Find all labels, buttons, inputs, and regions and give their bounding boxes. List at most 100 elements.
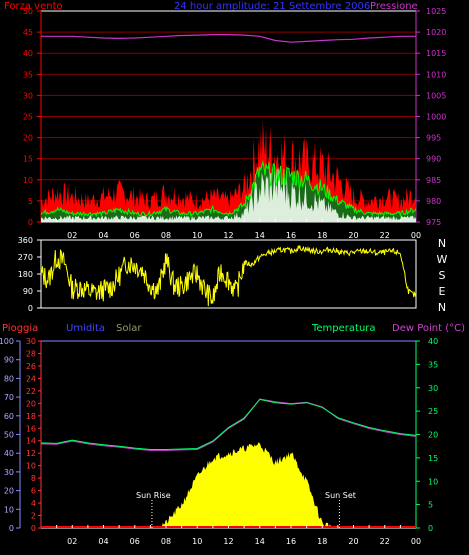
pressure-tick-label: 995	[426, 134, 441, 143]
temperature-hour-label: 02	[67, 537, 77, 546]
wind-hour-label: 12	[223, 231, 233, 240]
temperature-label: Temperatura	[311, 323, 376, 334]
wind-hour-ticks: 02 04 06 08 10 12 14 16 18 20 22 00	[56, 219, 421, 240]
wind-direction-series	[40, 245, 417, 307]
humidity-tick-label: 90	[4, 356, 14, 365]
pressure-series	[41, 34, 416, 43]
humidity-tick-label: 40	[4, 449, 14, 458]
wind-hour-label: 10	[192, 231, 202, 240]
wind-hour-label: 06	[130, 231, 140, 240]
pressure-tick-label: 1010	[426, 70, 446, 79]
pressure-tick-label: 985	[426, 176, 441, 185]
wind-hour-label: 18	[317, 231, 327, 240]
direction-tick-label: 0	[28, 304, 33, 313]
rain-tick-label: 28	[26, 349, 36, 358]
wind-tick-label: 5	[28, 197, 33, 206]
wind-tick-label: 35	[23, 70, 33, 79]
dewpoint-series	[40, 398, 417, 451]
wind-title-label: Forza vento	[4, 1, 63, 12]
temperature-hour-label: 06	[130, 537, 140, 546]
compass-label: N	[438, 301, 446, 314]
wind-hour-label: 08	[161, 231, 171, 240]
rain-tick-label: 6	[31, 487, 36, 496]
rain-tick-label: 2	[31, 512, 36, 521]
humidity-label: Umidita	[66, 323, 105, 334]
pressure-axis-ticks: 975 980 985 990 995 1000 1005 1010 1015 1020 1025	[415, 7, 446, 227]
temperature-hour-label: 18	[317, 537, 327, 546]
temperature-tick-label: 35	[428, 360, 438, 369]
pressure-tick-label: 1025	[426, 7, 446, 16]
direction-tick-label: 270	[18, 253, 33, 262]
temperature-series	[40, 398, 417, 450]
temperature-tick-label: 40	[428, 337, 438, 346]
rain-tick-label: 8	[31, 474, 36, 483]
pressure-tick-label: 1000	[426, 113, 446, 122]
humidity-tick-label: 100	[0, 337, 14, 346]
pressure-tick-label: 1015	[426, 49, 446, 58]
rain-tick-label: 4	[31, 499, 36, 508]
compass-label: N	[438, 237, 446, 250]
direction-axis-ticks: 0 90 180 270 360	[18, 236, 41, 313]
rain-tick-label: 30	[26, 337, 36, 346]
temperature-tick-label: 30	[428, 384, 438, 393]
pressure-title-label: Pressione	[370, 1, 418, 12]
temperature-hour-label: 04	[98, 537, 108, 546]
temperature-tick-label: 25	[428, 407, 438, 416]
direction-tick-label: 180	[18, 270, 33, 279]
wind-mean-series	[40, 160, 417, 218]
wind-gust-series	[41, 120, 416, 222]
pressure-tick-label: 980	[426, 197, 441, 206]
rain-tick-label: 14	[26, 437, 36, 446]
wind-tick-label: 10	[23, 176, 33, 185]
dewpoint-label: Dew Point (°C)	[392, 323, 465, 334]
wind-tick-label: 20	[23, 134, 33, 143]
wind-axis-ticks: 0 5 10 15 20 25 30 35 40 45 50	[23, 7, 42, 227]
humidity-tick-label: 80	[4, 374, 14, 383]
temperature-tick-label: 5	[428, 501, 433, 510]
temperature-hour-label: 00	[411, 537, 421, 546]
humidity-tick-label: 70	[4, 393, 14, 402]
rain-tick-label: 16	[26, 424, 36, 433]
temperature-hour-label: 10	[192, 537, 202, 546]
wind-hour-label: 04	[98, 231, 108, 240]
wind-hour-label: 14	[255, 231, 265, 240]
compass-label: W	[437, 253, 448, 266]
temperature-hour-label: 08	[161, 537, 171, 546]
humidity-tick-label: 30	[4, 468, 14, 477]
rain-tick-label: 24	[26, 374, 36, 383]
wind-hour-label: 00	[411, 231, 421, 240]
wind-hour-label: 16	[286, 231, 296, 240]
temperature-hour-label: 22	[380, 537, 390, 546]
rain-label: Pioggia	[2, 323, 38, 334]
direction-tick-label: 90	[23, 287, 33, 296]
wind-series	[40, 34, 417, 222]
direction-tick-label: 360	[18, 236, 33, 245]
wind-hour-label: 20	[348, 231, 358, 240]
temperature-hour-label: 12	[223, 537, 233, 546]
chart-title: 24 hour amplitude: 21 Settembre 2006	[174, 1, 370, 12]
rain-tick-label: 0	[31, 524, 36, 533]
pressure-tick-label: 1020	[426, 28, 446, 37]
wind-tick-label: 15	[23, 155, 33, 164]
wind-tick-label: 45	[23, 28, 33, 37]
temperature-hour-label: 20	[348, 537, 358, 546]
rain-tick-label: 22	[26, 387, 36, 396]
wind-tick-label: 0	[28, 218, 33, 227]
temperature-series	[40, 398, 417, 528]
sunrise-annotation: Sun Rise	[136, 491, 171, 500]
direction-series	[40, 245, 417, 307]
pressure-tick-label: 990	[426, 155, 441, 164]
solar-series	[41, 442, 416, 528]
temperature-axis-ticks: 0102030405060708090100024681012141618202…	[0, 337, 438, 533]
solar-label: Solar	[116, 323, 142, 334]
humidity-tick-label: 20	[4, 487, 14, 496]
temperature-tick-label: 0	[428, 524, 433, 533]
rain-tick-label: 10	[26, 462, 36, 471]
humidity-tick-label: 50	[4, 431, 14, 440]
wind-tick-label: 50	[23, 7, 33, 16]
wind-hour-label: 02	[67, 231, 77, 240]
rain-tick-label: 26	[26, 362, 36, 371]
temperature-hour-ticks: 02 04 06 08 10 12 14 16 18 20 22 00	[56, 525, 421, 546]
compass-label: E	[439, 285, 446, 298]
